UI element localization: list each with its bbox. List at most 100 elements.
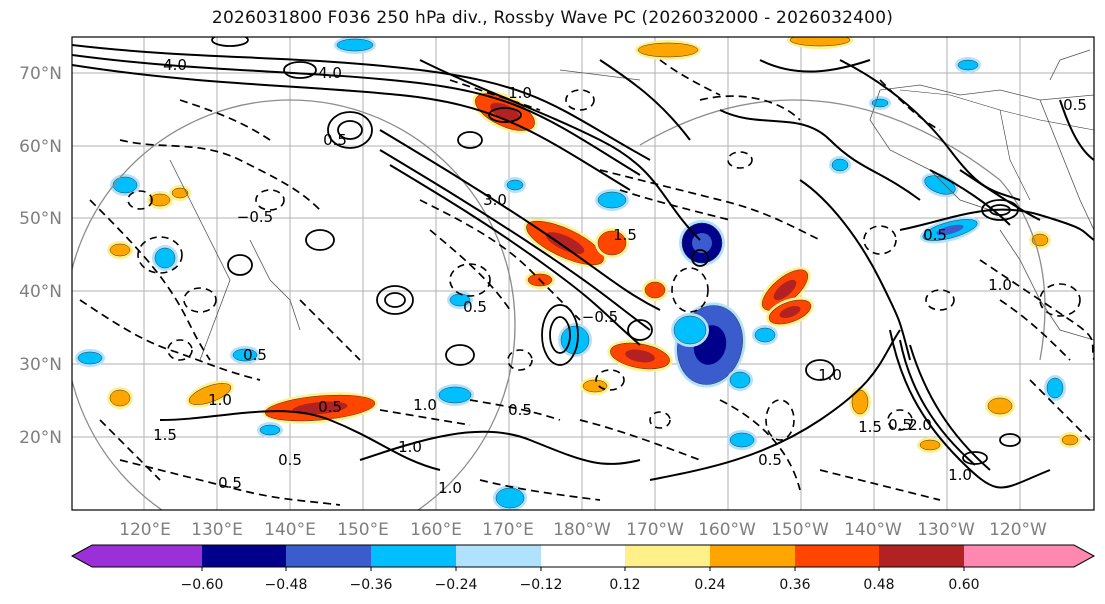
colorbar-segment [795, 545, 879, 567]
shading-blob [1046, 377, 1064, 399]
contour-solid [599, 59, 691, 141]
contour-dashed [79, 299, 261, 381]
contour-loop [337, 120, 363, 140]
lat-label: 50°N [19, 209, 62, 229]
longitude-labels: 120°E 130°E 140°E 150°E 160°E 170°E 180°W 170°W… [119, 520, 1047, 540]
contour-dashed-loop [671, 267, 709, 313]
contour-solid [379, 149, 651, 331]
shading-blob [789, 37, 851, 47]
rossby-wave-contours [72, 37, 1094, 506]
shading-blob [506, 179, 524, 191]
shading-blob [149, 193, 171, 207]
colorbar-tick-label: −0.12 [520, 577, 563, 593]
lon-label: 120°W [989, 520, 1047, 540]
contour-dashed [89, 199, 211, 361]
colorbar [70, 544, 1096, 568]
contour-dashed [449, 79, 541, 111]
latitude-labels: 70°N 60°N 50°N 40°N 30°N 20°N [19, 64, 62, 448]
shading-blob [729, 371, 751, 389]
shading-core [936, 224, 964, 236]
contour-dashed [469, 399, 561, 421]
contour-solid [889, 329, 1051, 489]
shading-blob [154, 247, 176, 269]
contour-dashed-loop [127, 190, 153, 210]
contour-label: 1.0 [508, 84, 532, 102]
contour-solid [899, 339, 976, 466]
shading-core [625, 349, 655, 363]
shading-blob [987, 397, 1013, 415]
colorbar-segment [964, 545, 1094, 567]
shading-blob [171, 187, 189, 199]
contour-label: 0.5 [218, 474, 242, 492]
shading-core [779, 305, 801, 319]
shading-blob [597, 191, 627, 209]
shading-blob [597, 230, 627, 256]
contour-loop [376, 285, 414, 315]
contour-labels: 4.0 4.0 1.0 0.5 −0.5 0.5 0.5 3.0 1.5 1.0 0.5 1.0 0.5… [153, 56, 1087, 497]
shading-core [545, 232, 585, 254]
contour-solid [379, 129, 661, 311]
contour-dashed [659, 59, 721, 96]
contour-dashed-loop [507, 349, 533, 371]
colorbar-segment [202, 545, 286, 567]
contour-loop [327, 111, 373, 149]
coastlines [169, 49, 1094, 361]
contour-dashed [119, 139, 321, 211]
lon-label: 170°W [626, 520, 684, 540]
shading-blob [919, 439, 941, 451]
shading-blob [109, 243, 131, 257]
contour-label: 0.5 [1063, 96, 1087, 114]
contour-label: 0.5 [318, 398, 342, 416]
lon-label: 180°W [553, 520, 611, 540]
contour-solid [159, 410, 441, 471]
map-background [72, 37, 1094, 510]
contour-dashed-loop [765, 399, 795, 441]
shading-blob [644, 281, 666, 299]
lat-label: 30°N [19, 355, 62, 375]
contour-solid [649, 329, 901, 481]
colorbar-segment [456, 545, 541, 567]
colorbar-tick-label: −0.36 [350, 577, 393, 593]
contour-label: 1.0 [208, 391, 232, 409]
contour-loop [541, 304, 579, 366]
contour-loop [981, 199, 1019, 221]
contour-loop [989, 204, 1011, 216]
shading-blob [637, 42, 699, 58]
contour-dashed-loop [167, 339, 193, 361]
colorbar-tick-label: 0.60 [948, 577, 979, 593]
contour-loop [488, 107, 522, 123]
contour-dashed [299, 299, 361, 361]
contour-dashed [119, 459, 341, 506]
contour-label: 0.5 [758, 451, 782, 469]
contour-dashed-loop [137, 236, 183, 274]
shading-blob [438, 386, 472, 404]
contour-dashed [619, 189, 731, 221]
contour-loop [211, 37, 249, 47]
shading-blob [729, 432, 755, 448]
contour-solid [72, 64, 631, 191]
borders [899, 89, 1094, 201]
contour-dashed [819, 469, 941, 501]
contour-solid [72, 44, 651, 161]
contour-dashed [1029, 379, 1091, 441]
contour-solid [1059, 99, 1094, 161]
contour-dashed-loop [925, 289, 955, 311]
colorbar-tick-label: 0.48 [863, 577, 894, 593]
lon-label: 160°W [698, 520, 756, 540]
colorbar-segment [371, 545, 456, 567]
contour-label: 1.0 [438, 479, 462, 497]
shading-core [490, 102, 520, 122]
shading-blob [754, 327, 776, 343]
contour-label: 1.5 [613, 226, 637, 244]
shading-blob [957, 59, 979, 71]
contour-dashed-loop [863, 225, 897, 255]
shading-blob [188, 383, 232, 405]
contour-solid [359, 430, 641, 465]
contour-loop [962, 451, 988, 465]
map-title: 2026031800 F036 250 hPa div., Rossby Wav… [211, 8, 894, 28]
contour-dashed-loop [727, 151, 753, 169]
shading-blob [336, 38, 374, 52]
contour-label: 1.5 [858, 418, 882, 436]
colorbar-tick-label: −0.48 [265, 577, 308, 593]
